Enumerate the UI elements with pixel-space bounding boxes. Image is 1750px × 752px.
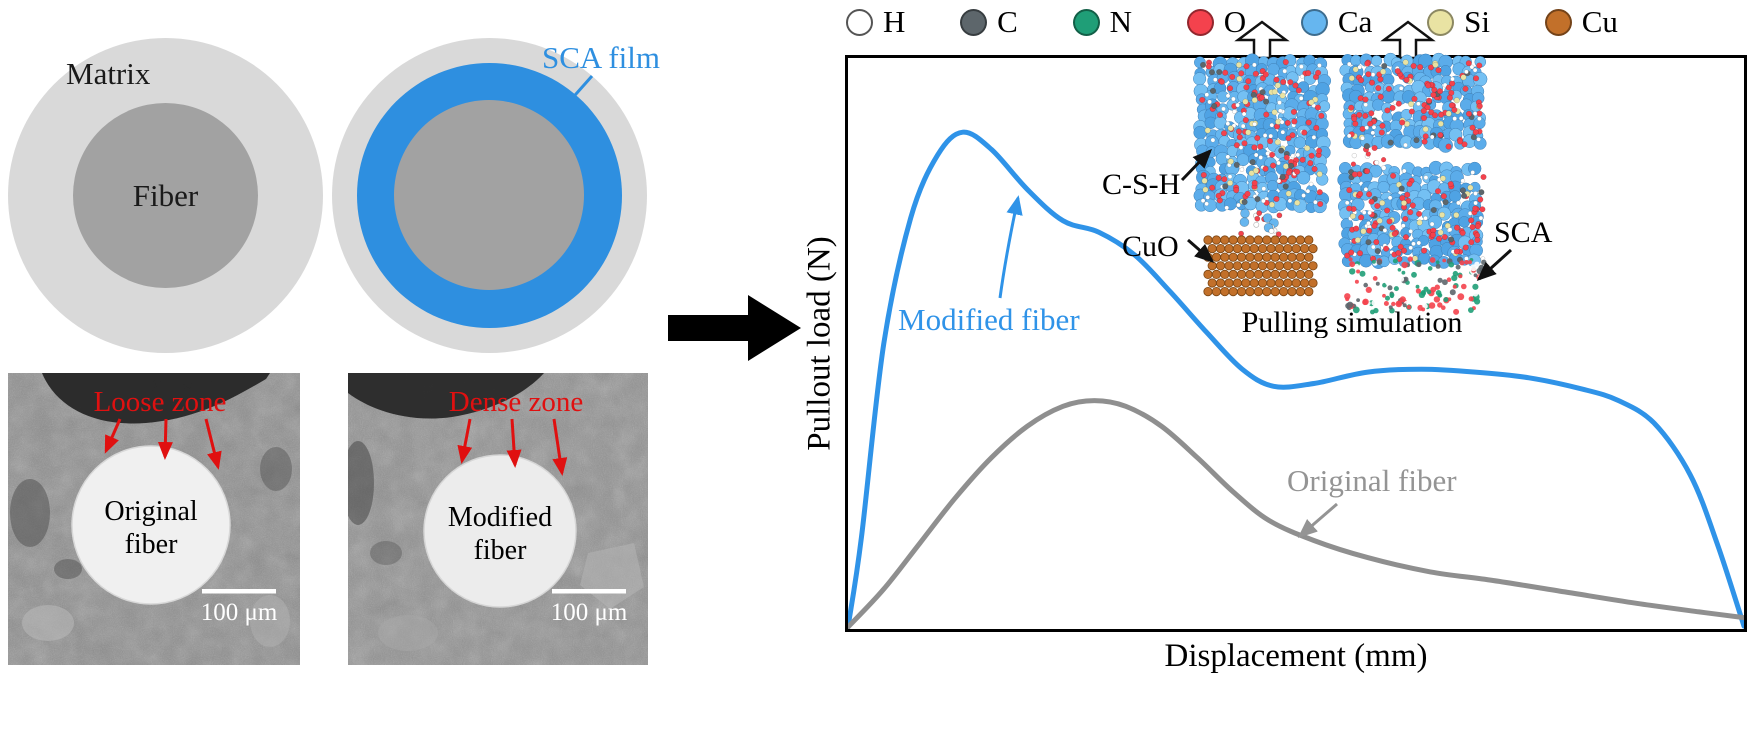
- x-axis-label: Displacement (mm): [1164, 638, 1428, 674]
- molecular-models: [1193, 52, 1488, 315]
- modified-fiber-label-line2: fiber: [474, 535, 528, 566]
- original-fiber-curve-label: Original fiber: [1287, 463, 1457, 498]
- atom-dot-n-icon: [1072, 8, 1100, 36]
- sca-film-label: SCA film: [542, 40, 661, 75]
- original-fiber-annotation-arrow: [1297, 502, 1338, 538]
- atom-symbol-ca: Ca: [1337, 4, 1373, 39]
- legend-item-cu: Cu: [1544, 4, 1618, 40]
- modified-fiber-label-line1: Modified: [448, 502, 552, 533]
- csh-label: C-S-H: [1102, 168, 1180, 201]
- original-fiber-label-line1: Original: [104, 496, 198, 527]
- atom-dot-c-icon: [960, 8, 988, 36]
- atom-dot-h-icon: [846, 8, 873, 36]
- fiber-circle-modified: [394, 100, 584, 290]
- curve-modified-fiber: [845, 129, 1747, 630]
- pulling-simulation-inset: C-S-H CuO SCA Pulling simulation: [1102, 20, 1553, 338]
- scale-bar: [202, 589, 276, 594]
- atom-symbol-c: C: [997, 4, 1018, 39]
- dense-zone-label: Dense zone: [449, 386, 583, 418]
- atom-symbol-si: Si: [1464, 4, 1490, 39]
- atom-symbol-h: H: [883, 4, 906, 39]
- atom-symbol-o: O: [1223, 4, 1247, 39]
- cuo-pointer-arrow: [1187, 238, 1215, 263]
- sca-pointer-arrow: [1476, 248, 1513, 282]
- dense-zone-arrow-2: [506, 418, 522, 468]
- atom-dot-cu-icon: [1544, 8, 1572, 36]
- sem-image-original-fiber: Original fiber Loose zone 100 μm: [8, 373, 300, 665]
- legend-item-h: H: [846, 4, 905, 40]
- original-fiber-cross-section: [71, 445, 231, 605]
- dense-zone-arrow-1: [457, 418, 473, 464]
- legend-item-n: N: [1072, 4, 1132, 40]
- scale-bar: [552, 589, 626, 594]
- sca-film-leader-line: [558, 75, 594, 113]
- loose-zone-arrow-1: [104, 418, 122, 454]
- atom-symbol-cu: Cu: [1581, 4, 1618, 39]
- pull-direction-arrow-right-icon: [1380, 20, 1436, 60]
- loose-zone-arrow-3: [204, 418, 222, 470]
- dense-zone-arrow-3: [552, 418, 568, 476]
- sem-pore-region: [42, 373, 270, 424]
- loose-zone-label: Loose zone: [94, 386, 227, 418]
- atom-symbol-n: N: [1109, 4, 1132, 39]
- fiber-label: Fiber: [132, 177, 199, 213]
- curve-original-fiber: [845, 398, 1747, 630]
- sem-image-modified-fiber: Modified fiber Dense zone 100 μm: [348, 373, 648, 665]
- legend-item-o: O: [1186, 4, 1247, 40]
- atom-dot-si-icon: [1427, 8, 1455, 36]
- scale-label: 100 μm: [201, 599, 278, 626]
- pulling-simulation-caption: Pulling simulation: [1242, 306, 1463, 338]
- pullout-curves: [845, 129, 1747, 630]
- modified-fiber-curve-label: Modified fiber: [898, 302, 1080, 337]
- transition-arrow-icon: [668, 295, 801, 361]
- legend-item-c: C: [960, 4, 1018, 40]
- atom-legend: H C N O Ca Si Cu: [846, 2, 1618, 42]
- sem-pore-region: [348, 373, 544, 419]
- pullout-plot-area: [845, 55, 1747, 632]
- legend-item-ca: Ca: [1300, 4, 1373, 40]
- cuo-label: CuO: [1122, 230, 1179, 263]
- original-fiber-label-line2: fiber: [125, 529, 179, 560]
- loose-zone-arrow-2: [157, 418, 173, 460]
- pull-direction-arrow-left-icon: [1234, 20, 1290, 60]
- y-axis-label: Pullout load (N): [801, 236, 838, 451]
- atom-dot-ca-icon: [1300, 8, 1328, 36]
- atom-dot-o-icon: [1186, 8, 1214, 36]
- scale-label: 100 μm: [551, 599, 628, 626]
- modified-fiber-cross-section: [423, 454, 577, 608]
- matrix-label: Matrix: [66, 56, 151, 91]
- modified-fiber-annotation-arrow: [998, 195, 1023, 299]
- sca-label: SCA: [1494, 216, 1553, 249]
- legend-item-si: Si: [1427, 4, 1490, 40]
- csh-pointer-arrow: [1180, 148, 1213, 182]
- fiber-circle-original: Fiber: [73, 103, 258, 288]
